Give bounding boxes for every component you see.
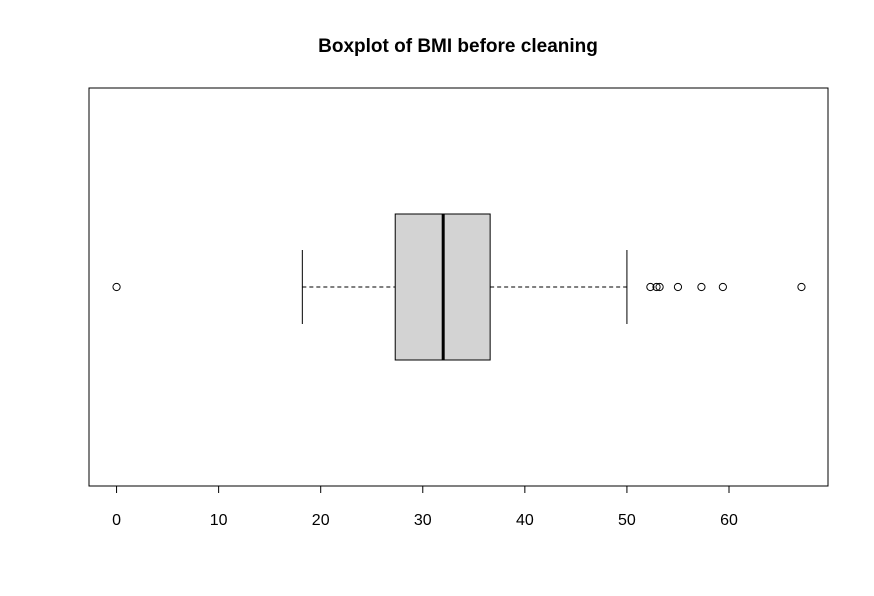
plot-marks [112, 213, 806, 361]
outlier-point [646, 282, 655, 292]
x-axis: 0 10 20 30 40 50 60 [112, 485, 738, 529]
x-tick-label: 60 [720, 512, 738, 529]
x-tick-label: 30 [414, 512, 432, 529]
x-tick-label: 20 [312, 512, 330, 529]
outlier-point [112, 282, 121, 292]
x-tick-label: 0 [112, 512, 121, 529]
x-tick-label: 50 [618, 512, 636, 529]
outlier-point [718, 282, 727, 292]
x-tick-label: 40 [516, 512, 534, 529]
outlier-point [655, 282, 664, 292]
outlier-point [797, 282, 806, 292]
x-tick-label: 10 [210, 512, 228, 529]
outlier-point [673, 282, 683, 292]
outlier-point [652, 282, 661, 292]
outlier-point [697, 282, 706, 292]
chart-title: Boxplot of BMI before cleaning [318, 36, 598, 57]
